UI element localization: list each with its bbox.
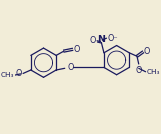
Text: O: O: [90, 36, 96, 45]
Text: O: O: [73, 45, 80, 54]
Text: O: O: [16, 69, 22, 78]
Text: CH₃: CH₃: [147, 69, 160, 75]
Text: N: N: [97, 35, 105, 44]
Text: O: O: [144, 47, 150, 56]
Text: CH₃: CH₃: [0, 72, 14, 78]
Text: O: O: [68, 63, 74, 72]
Text: O: O: [136, 66, 142, 75]
Text: O⁻: O⁻: [107, 34, 118, 43]
